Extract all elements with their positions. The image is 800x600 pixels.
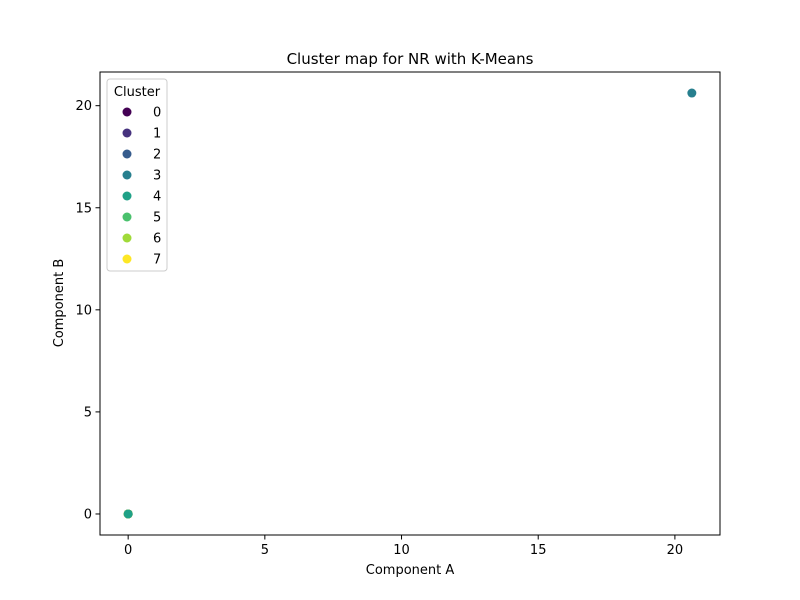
legend-entry-label: 4 [153,190,161,205]
legend-marker [122,212,132,222]
x-tick-label: 10 [393,543,410,558]
chart-title: Cluster map for NR with K-Means [287,50,534,68]
legend-entry-label: 3 [153,169,161,184]
legend-entry-label: 0 [153,106,161,121]
y-axis-label: Component B [52,259,67,348]
y-tick-label: 0 [84,507,92,522]
legend-entries: 0 1 2 3 4 5 6 7 [122,106,161,268]
legend-marker [122,107,132,117]
legend-marker [122,254,132,264]
y-tick-label: 10 [75,303,92,318]
y-tick-label: 15 [75,201,92,216]
legend-marker [122,128,132,138]
legend-entry-label: 6 [153,232,161,247]
data-point [687,88,697,98]
y-tick-label: 20 [75,99,92,114]
legend: Cluster 0 1 2 3 4 5 6 7 [106,78,168,272]
legend-marker [122,170,132,180]
x-axis-ticks: 0 5 10 15 20 [124,535,683,558]
legend-marker [122,191,132,201]
data-points [123,88,697,519]
x-tick-label: 5 [261,543,269,558]
legend-entry-label: 5 [153,211,161,226]
y-axis-ticks: 0 5 10 15 20 [75,99,100,522]
legend-frame [106,78,168,272]
x-tick-label: 20 [667,543,684,558]
x-tick-label: 15 [530,543,547,558]
data-point [123,509,133,519]
legend-marker [122,233,132,243]
legend-marker [122,149,132,159]
x-axis-label: Component A [366,563,455,578]
legend-entry-label: 7 [153,253,161,268]
plot-area-frame [99,71,721,536]
x-tick-label: 0 [124,543,132,558]
legend-title: Cluster [114,85,161,100]
legend-entry-label: 2 [153,148,161,163]
y-tick-label: 5 [84,405,92,420]
legend-entry-label: 1 [153,127,161,142]
